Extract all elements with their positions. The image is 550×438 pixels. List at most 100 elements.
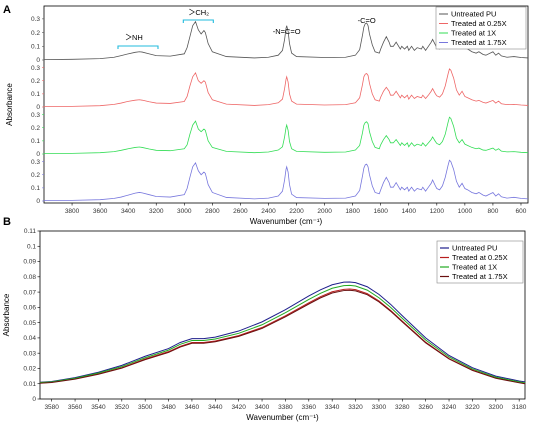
panel-b-legend-label: Treated at 1.75X bbox=[452, 272, 508, 281]
panel-a-x-tick-label: 1200 bbox=[430, 208, 445, 215]
panel-a-x-tick-label: 3600 bbox=[93, 208, 108, 215]
panel-b-x-tick-label: 3320 bbox=[348, 404, 363, 411]
panel-a-x-axis-label: Wavenumber (cm⁻¹) bbox=[250, 217, 323, 226]
panel-b-x-tick-label: 3560 bbox=[68, 404, 83, 411]
panel-a-y-tick-label: 0.1 bbox=[31, 138, 40, 145]
panel-b-x-tick-label: 3400 bbox=[255, 404, 270, 411]
panel-b-x-tick-label: 3420 bbox=[231, 404, 246, 411]
panel-a-label: A bbox=[3, 4, 11, 16]
panel-a-y-tick-label: 0.2 bbox=[31, 125, 40, 132]
ch2-annotation: CH₂ bbox=[195, 8, 209, 17]
panel-a-y-tick-label: 0.3 bbox=[31, 65, 40, 72]
panel-b-series-line-3 bbox=[39, 284, 526, 384]
panel-a-legend-label: Treated at 1X bbox=[451, 29, 496, 38]
panel-a-legend-label: Untreated PU bbox=[451, 10, 496, 19]
panel-a-x-tick-label: 1400 bbox=[402, 208, 417, 215]
nco-annotation: -N=C=O bbox=[273, 27, 301, 36]
panel-a-y-tick-label: 0.1 bbox=[31, 43, 40, 50]
panel-b-y-tick-label: 0 bbox=[32, 396, 36, 403]
panel-b-x-tick-label: 3460 bbox=[185, 404, 200, 411]
panel-b-legend-label: Untreated PU bbox=[452, 244, 497, 253]
ch2-bond-symbol bbox=[189, 8, 195, 16]
panel-a-y-tick-label: 0.3 bbox=[31, 16, 40, 23]
panel-a-legend bbox=[435, 6, 527, 50]
panel-b-legend bbox=[436, 240, 524, 284]
panel-a-y-tick-label: 0 bbox=[36, 151, 40, 158]
panel-b-label: B bbox=[3, 216, 11, 228]
panel-a-x-tick-label: 1000 bbox=[458, 208, 473, 215]
panel-b-chart: 0 0.01 0.02 0.03 0.04 0.05 0.06 0.07 0.08 0.09 0.1… bbox=[23, 228, 526, 411]
panel-b-x-tick-label: 3260 bbox=[418, 404, 433, 411]
panel-b-x-tick-label: 3500 bbox=[138, 404, 153, 411]
panel-a-x-tick-label: 2600 bbox=[233, 208, 248, 215]
panel-b-y-tick-label: 0.07 bbox=[23, 289, 36, 296]
panel-b-x-tick-label: 3220 bbox=[465, 404, 480, 411]
panel-a-chart: 00.10.20.300.10.20.300.10.20.300.10.20.3… bbox=[31, 5, 529, 215]
panel-b-x-tick-label: 3540 bbox=[91, 404, 106, 411]
panel-a-x-tick-label: 600 bbox=[516, 208, 527, 215]
panel-b-x-tick-label: 3180 bbox=[512, 404, 527, 411]
panel-b-y-tick-label: 0.03 bbox=[23, 350, 36, 357]
panel-a-y-tick-label: 0 bbox=[36, 198, 40, 205]
panel-b-x-axis-label: Wavenumber (cm⁻¹) bbox=[246, 413, 319, 422]
nh-bond-symbol bbox=[125, 33, 132, 41]
panel-b-series-line-1 bbox=[39, 281, 526, 383]
panel-a-x-tick-label: 1600 bbox=[373, 208, 388, 215]
panel-a-series-line-2 bbox=[43, 68, 529, 108]
panel-b-x-tick-label: 3240 bbox=[442, 404, 457, 411]
panel-b-x-tick-label: 3340 bbox=[325, 404, 340, 411]
panel-a-y-axis-label: Absorbance bbox=[5, 83, 14, 126]
panel-b-x-tick-label: 3580 bbox=[44, 404, 59, 411]
panel-b-series-line-4 bbox=[39, 289, 526, 385]
panel-a-y-tick-label: 0.2 bbox=[31, 78, 40, 85]
panel-a-y-tick-label: 0.3 bbox=[31, 159, 40, 166]
panel-a-legend-label: Treated at 1.75X bbox=[451, 38, 507, 47]
panel-a-plot-frame bbox=[43, 5, 529, 204]
panel-b-y-axis-label: Absorbance bbox=[2, 293, 11, 336]
panel-a-x-tick-label: 1800 bbox=[345, 208, 360, 215]
nh-bracket bbox=[117, 45, 159, 49]
panel-a-x-tick-label: 3800 bbox=[65, 208, 80, 215]
panel-b-y-tick-label: 0.05 bbox=[23, 320, 36, 327]
panel-b-y-tick-label: 0.04 bbox=[23, 335, 36, 342]
panel-a-x-tick-label: 3400 bbox=[121, 208, 136, 215]
panel-a-y-tick-label: 0 bbox=[36, 57, 40, 64]
panel-a-x-tick-label: 2000 bbox=[317, 208, 332, 215]
panel-b-x-tick-label: 3360 bbox=[302, 404, 317, 411]
panel-b-legend-label: Treated at 1X bbox=[452, 263, 497, 272]
panel-a-y-tick-label: 0.2 bbox=[31, 172, 40, 179]
panel-b-x-tick-label: 3380 bbox=[278, 404, 293, 411]
panel-a-legend-label: Treated at 0.25X bbox=[451, 19, 507, 28]
panel-a-x-tick-label: 2400 bbox=[261, 208, 276, 215]
panel-a-x-tick-label: 3000 bbox=[177, 208, 192, 215]
panel-b-y-tick-label: 0.1 bbox=[27, 243, 36, 250]
panel-a-y-tick-label: 0.3 bbox=[31, 112, 40, 119]
panel-b-x-tick-label: 3280 bbox=[395, 404, 410, 411]
panel-a-x-tick-label: 3200 bbox=[149, 208, 164, 215]
panel-b-y-tick-label: 0.08 bbox=[23, 274, 36, 281]
co-annotation: -C=O bbox=[358, 16, 376, 25]
panel-a-series-line-3 bbox=[43, 116, 529, 155]
ch2-bracket bbox=[182, 19, 214, 23]
panel-b-y-tick-label: 0.06 bbox=[23, 305, 36, 312]
panel-b-x-tick-label: 3520 bbox=[115, 404, 130, 411]
panel-b-y-tick-label: 0.01 bbox=[23, 381, 36, 388]
panel-b-plot-frame bbox=[39, 230, 526, 400]
panel-b-y-tick-label: 0.02 bbox=[23, 366, 36, 373]
panel-a-series-line-4 bbox=[43, 159, 529, 202]
panel-b-x-tick-label: 3480 bbox=[161, 404, 176, 411]
panel-b-legend-label: Treated at 0.25X bbox=[452, 253, 508, 262]
panel-b-x-tick-label: 3440 bbox=[208, 404, 223, 411]
panel-a-x-tick-label: 2800 bbox=[205, 208, 220, 215]
panel-a-x-tick-label: 2200 bbox=[289, 208, 304, 215]
panel-a-y-tick-label: 0 bbox=[36, 104, 40, 111]
panel-b-x-tick-label: 3300 bbox=[372, 404, 387, 411]
panel-b-y-tick-label: 0.11 bbox=[24, 228, 37, 235]
panel-b-x-tick-label: 3200 bbox=[489, 404, 504, 411]
panel-a-x-tick-label: 800 bbox=[487, 208, 498, 215]
nh-annotation: NH bbox=[132, 33, 143, 42]
panel-a-y-tick-label: 0.2 bbox=[31, 30, 40, 37]
panel-a-y-tick-label: 0.1 bbox=[31, 91, 40, 98]
panel-b-y-tick-label: 0.09 bbox=[23, 259, 36, 266]
